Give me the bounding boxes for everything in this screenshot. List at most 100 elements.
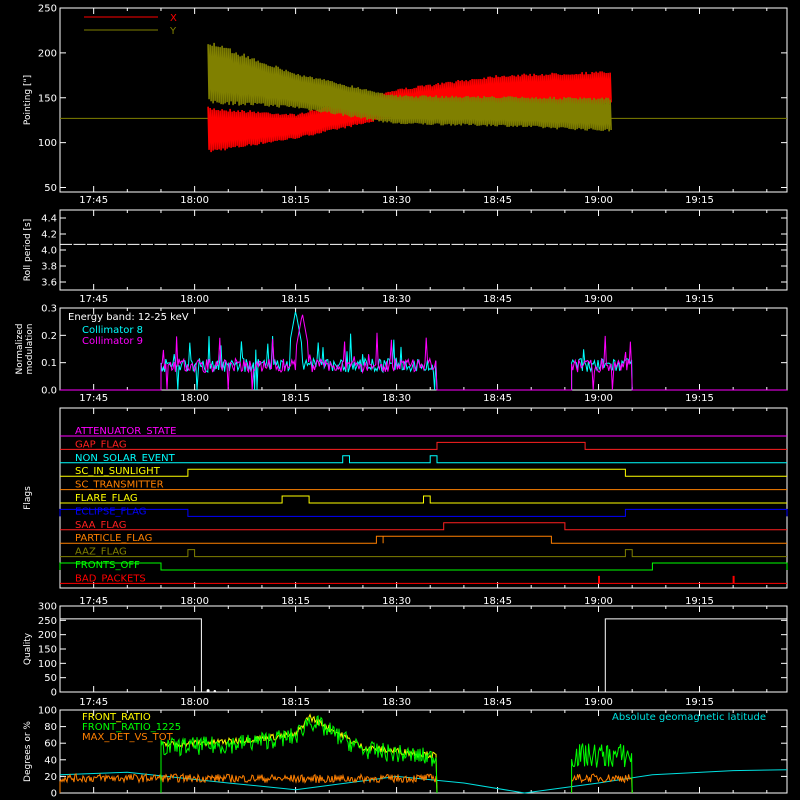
flag-line	[60, 535, 787, 544]
y-tick-label: 100	[38, 659, 57, 670]
flag-line	[59, 508, 788, 517]
legend-label: Collimator 8	[82, 325, 143, 336]
y-tick-label: 200	[38, 48, 57, 59]
plot-frame	[59, 407, 788, 589]
y-tick-label: 0.3	[41, 304, 57, 315]
y-tick-label: 60	[44, 739, 57, 750]
flag-line	[60, 522, 787, 531]
flag-line	[60, 441, 787, 450]
x-tick-label: 17:45	[79, 195, 108, 206]
flag-line	[59, 562, 788, 571]
y-axis-title: Normalizedmodulation	[15, 323, 35, 374]
x-tick-label: 18:00	[180, 294, 209, 305]
geomagnetic-series: FRONT_RATIOFRONT_RATIO_1225MAX_DET_VS_TO…	[59, 712, 788, 794]
x-tick-label: 18:15	[281, 596, 310, 607]
y-axis-title: Degrees or %	[23, 721, 33, 782]
x-tick-label: 18:45	[483, 596, 512, 607]
series-y	[207, 42, 612, 132]
x-tick-label: 18:00	[180, 596, 209, 607]
modulation-panel: 17:45 18:00 18:15 18:30 18:45 19:00 19:15 0.0 0.…	[15, 304, 788, 404]
flags-panel: 17:45 18:00 18:15 18:30 18:45 19:00 19:15 Flags	[23, 407, 788, 607]
series-front-ratio	[160, 713, 438, 794]
x-tick-label: 19:15	[685, 195, 714, 206]
x-tick-label: 19:00	[584, 393, 613, 404]
x-tick-label: 18:45	[483, 393, 512, 404]
y-axis-title: Quality	[23, 632, 33, 665]
x-tick-label: 18:15	[281, 294, 310, 305]
y-tick-label: 250	[38, 616, 57, 627]
y-tick-label: 150	[38, 93, 57, 104]
x-tick-label: 18:15	[281, 697, 310, 708]
y-tick-label: 4.0	[41, 246, 57, 257]
flag-label: ATTENUATOR_STATE	[75, 426, 176, 437]
energy-band-annotation: Energy band: 12-25 keV	[68, 312, 189, 323]
y-tick-label: 40	[44, 755, 57, 766]
series-collimator-9	[60, 314, 787, 391]
y-tick-label: 150	[38, 645, 57, 656]
flag-label: SC_TRANSMITTER	[75, 480, 164, 491]
y-tick-label: 100	[38, 706, 57, 717]
x-tick-label: 18:15	[281, 393, 310, 404]
x-tick-label: 18:00	[180, 697, 209, 708]
pointing-panel: 17:45 18:00 18:15 18:30 18:45 19:00 19:15 50 100…	[23, 4, 788, 206]
y-tick-label: 4.2	[41, 230, 57, 241]
y-tick-label: 3.8	[41, 262, 57, 273]
y-tick-label: 0.0	[41, 386, 57, 397]
series-max-det-vs-tot	[59, 772, 633, 794]
series-quality	[60, 618, 787, 693]
y-tick-label: 0	[51, 688, 57, 699]
y-axis-title-line: modulation	[25, 324, 35, 375]
x-tick-label: 18:30	[382, 697, 411, 708]
flag-label: NON_SOLAR_EVENT	[75, 453, 176, 464]
y-axis-title: Pointing ["]	[23, 75, 33, 125]
x-tick-label: 19:00	[584, 697, 613, 708]
y-tick-label: 4.4	[41, 214, 57, 225]
x-tick-label: 18:00	[180, 393, 209, 404]
flag-label: GAP_FLAG	[75, 439, 127, 450]
y-tick-label: 80	[44, 722, 57, 733]
legend-label: MAX_DET_VS_TOT	[82, 732, 174, 743]
x-tick-label: 18:30	[382, 393, 411, 404]
x-tick-label: 19:15	[685, 697, 714, 708]
x-tick-label: 18:45	[483, 697, 512, 708]
x-tick-label: 17:45	[79, 294, 108, 305]
roll-period-panel: 17:45 18:00 18:15 18:30 18:45 19:00 19:15 3.6 3.…	[23, 209, 788, 305]
x-tick-label: 19:15	[685, 393, 714, 404]
x-tick-label: 19:00	[584, 596, 613, 607]
flag-line	[60, 495, 787, 504]
x-tick-label: 18:00	[180, 195, 209, 206]
y-tick-label: 0.1	[41, 358, 57, 369]
legend-label: Collimator 9	[82, 336, 143, 347]
y-tick-label: 200	[38, 630, 57, 641]
y-tick-label: 50	[44, 183, 57, 194]
y-tick-label: 300	[38, 602, 57, 613]
y-axis-title: Flags	[23, 486, 33, 510]
flag-line	[60, 455, 787, 464]
flag-label: SAA_FLAG	[75, 520, 126, 531]
x-tick-label: 17:45	[79, 596, 108, 607]
quality-dot	[213, 689, 217, 693]
legend-label: X	[170, 13, 177, 24]
y-tick-label: 50	[44, 673, 57, 684]
series-front-ratio-1225	[160, 714, 633, 794]
flag-line	[60, 549, 787, 558]
legend-label: Y	[169, 26, 177, 37]
flag-label: AAZ_FLAG	[75, 547, 127, 558]
x-tick-label: 17:45	[79, 393, 108, 404]
flag-label: FRONTS_OFF	[75, 560, 140, 571]
flag-label: SC_IN_SUNLIGHT	[75, 466, 161, 477]
legend-label: FRONT_RATIO_1225	[82, 722, 181, 733]
x-tick-label: 18:45	[483, 195, 512, 206]
x-tick-label: 19:00	[584, 294, 613, 305]
flag-label: PARTICLE_FLAG	[75, 533, 152, 544]
series-absolute-geomagnetic-latitude	[59, 769, 788, 794]
x-tick-label: 18:30	[382, 294, 411, 305]
flag-line	[60, 575, 787, 584]
series-collimator-8	[60, 311, 787, 391]
x-tick-label: 18:15	[281, 195, 310, 206]
plot-frame	[59, 709, 788, 794]
flag-label: ECLIPSE_FLAG	[75, 506, 146, 517]
x-tick-label: 19:15	[685, 596, 714, 607]
flag-line	[60, 468, 787, 477]
